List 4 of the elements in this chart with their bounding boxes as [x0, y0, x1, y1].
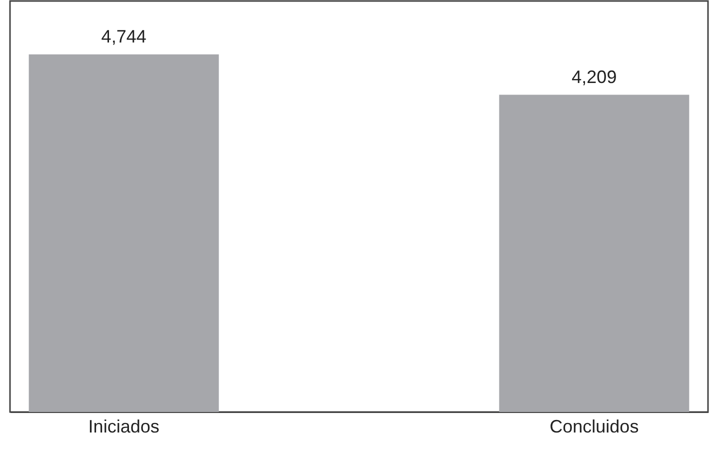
x-tick-label: Iniciados — [88, 416, 160, 436]
data-label: 4,209 — [572, 66, 617, 87]
data-label: 4,744 — [101, 26, 146, 46]
x-tick-label: Concluidos — [550, 416, 639, 436]
